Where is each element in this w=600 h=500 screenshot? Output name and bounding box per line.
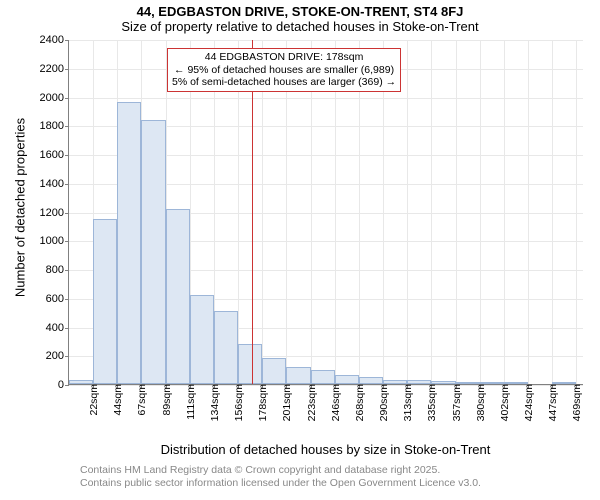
xtick-label: 402sqm: [497, 384, 511, 421]
footer-text: Contains HM Land Registry data © Crown c…: [80, 464, 481, 489]
xtick-label: 424sqm: [521, 384, 535, 421]
chart-container: 44, EDGBASTON DRIVE, STOKE-ON-TRENT, ST4…: [0, 0, 600, 500]
chart-subtitle: Size of property relative to detached ho…: [0, 19, 600, 34]
annotation-line1: 44 EDGBASTON DRIVE: 178sqm: [172, 51, 396, 64]
histogram-bar: [238, 344, 262, 384]
gridline-v: [576, 40, 577, 384]
histogram-bar: [93, 219, 117, 384]
xtick-label: 313sqm: [400, 384, 414, 421]
gridline-v: [480, 40, 481, 384]
gridline-h: [69, 40, 583, 41]
xtick-label: 469sqm: [569, 384, 583, 421]
ytick-label: 1000: [40, 235, 69, 247]
histogram-bar: [383, 380, 407, 384]
ytick-label: 1200: [40, 207, 69, 219]
histogram-bar: [431, 381, 455, 384]
xtick-label: 178sqm: [255, 384, 269, 421]
xtick-label: 335sqm: [424, 384, 438, 421]
ytick-label: 2200: [40, 63, 69, 75]
histogram-bar: [262, 358, 286, 384]
xtick-label: 22sqm: [86, 384, 100, 416]
xtick-label: 380sqm: [473, 384, 487, 421]
histogram-bar: [141, 120, 165, 385]
gridline-v: [431, 40, 432, 384]
footer-line1: Contains HM Land Registry data © Crown c…: [80, 464, 481, 477]
gridline-h: [69, 98, 583, 99]
xtick-label: 89sqm: [159, 384, 173, 416]
histogram-bar: [69, 380, 93, 384]
ytick-label: 2400: [40, 34, 69, 46]
plot-area: 0200400600800100012001400160018002000220…: [68, 40, 583, 385]
xtick-label: 111sqm: [183, 384, 197, 420]
xtick-label: 67sqm: [134, 384, 148, 416]
ytick-label: 1400: [40, 178, 69, 190]
footer-line2: Contains public sector information licen…: [80, 477, 481, 490]
xtick-label: 357sqm: [449, 384, 463, 421]
y-axis-label: Number of detached properties: [13, 98, 28, 318]
ytick-label: 2000: [40, 92, 69, 104]
histogram-bar: [311, 370, 335, 384]
ytick-label: 0: [58, 379, 69, 391]
histogram-bar: [286, 367, 310, 384]
ytick-label: 600: [46, 293, 69, 305]
histogram-bar: [166, 209, 190, 384]
annotation-box: 44 EDGBASTON DRIVE: 178sqm← 95% of detac…: [167, 48, 401, 92]
ytick-label: 1800: [40, 120, 69, 132]
histogram-bar: [480, 382, 504, 384]
histogram-bar: [117, 102, 141, 384]
xtick-label: 447sqm: [545, 384, 559, 421]
xtick-label: 134sqm: [207, 384, 221, 421]
gridline-v: [407, 40, 408, 384]
histogram-bar: [407, 380, 431, 384]
xtick-label: 156sqm: [231, 384, 245, 421]
gridline-v: [456, 40, 457, 384]
xtick-label: 290sqm: [376, 384, 390, 421]
histogram-bar: [504, 382, 528, 384]
xtick-label: 268sqm: [352, 384, 366, 421]
ytick-label: 800: [46, 264, 69, 276]
ytick-label: 400: [46, 322, 69, 334]
chart-title: 44, EDGBASTON DRIVE, STOKE-ON-TRENT, ST4…: [0, 0, 600, 19]
histogram-bar: [214, 311, 238, 384]
gridline-v: [504, 40, 505, 384]
histogram-bar: [552, 382, 576, 384]
ytick-label: 1600: [40, 149, 69, 161]
histogram-bar: [335, 375, 359, 384]
annotation-line3: 5% of semi-detached houses are larger (3…: [172, 76, 396, 89]
xtick-label: 44sqm: [110, 384, 124, 416]
x-axis-label: Distribution of detached houses by size …: [68, 442, 583, 457]
gridline-v: [552, 40, 553, 384]
annotation-line2: ← 95% of detached houses are smaller (6,…: [172, 64, 396, 77]
gridline-v: [528, 40, 529, 384]
histogram-bar: [190, 295, 214, 384]
xtick-label: 223sqm: [304, 384, 318, 421]
ytick-label: 200: [46, 350, 69, 362]
histogram-bar: [359, 377, 383, 384]
xtick-label: 246sqm: [328, 384, 342, 421]
histogram-bar: [456, 382, 480, 384]
xtick-label: 201sqm: [279, 384, 293, 421]
